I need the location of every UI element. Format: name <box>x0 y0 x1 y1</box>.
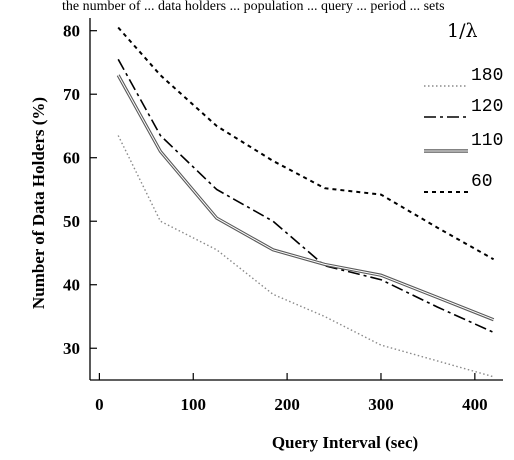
legend-title: 1/λ <box>447 20 478 42</box>
x-tick-label: 200 <box>274 395 300 414</box>
y-tick-label: 70 <box>63 85 80 104</box>
y-axis-ticks: 30 40 50 60 70 80 <box>63 22 97 358</box>
series-line-60 <box>117 26 495 261</box>
y-tick-label: 30 <box>63 339 80 358</box>
legend-label-120: 120 <box>471 97 503 117</box>
x-tick-label: 400 <box>462 395 488 414</box>
y-tick-label: 50 <box>63 212 80 231</box>
x-axis-title: Query Interval (sec) <box>272 433 418 452</box>
y-tick-label: 40 <box>63 276 80 295</box>
x-axis-ticks: 0 100 200 300 400 <box>95 373 488 414</box>
series-line-120 <box>117 58 494 334</box>
x-tick-label: 300 <box>368 395 394 414</box>
y-tick-label: 60 <box>63 149 80 168</box>
legend: 1/λ 180 120 110 60 <box>424 20 503 193</box>
legend-label-180: 180 <box>471 66 503 86</box>
series-line-110-inner <box>117 74 494 321</box>
x-tick-label: 100 <box>181 395 207 414</box>
legend-label-60: 60 <box>471 172 493 192</box>
y-axis-title: Number of Data Holders (%) <box>29 97 48 309</box>
y-tick-label: 80 <box>63 22 80 41</box>
plot-frame <box>89 18 503 381</box>
series-line-110 <box>116 74 495 322</box>
top-caption-fragment: the number of ... data holders ... popul… <box>62 0 445 14</box>
x-tick-label: 0 <box>95 395 104 414</box>
series-line-180 <box>117 135 494 378</box>
legend-label-110: 110 <box>471 131 503 151</box>
series-lines <box>116 26 495 378</box>
